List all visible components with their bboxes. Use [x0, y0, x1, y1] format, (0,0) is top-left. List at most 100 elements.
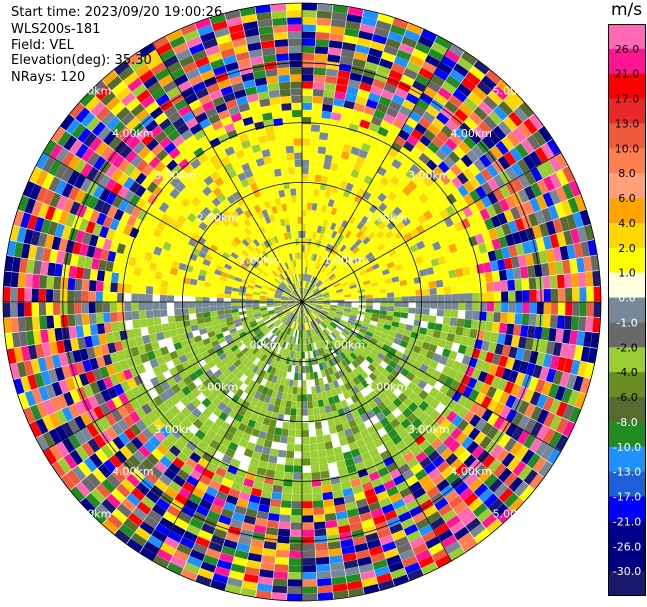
radar-gate	[227, 68, 241, 79]
radar-gate	[239, 221, 248, 231]
radar-gate	[310, 328, 315, 336]
radar-gate	[303, 316, 306, 324]
radar-gate	[255, 4, 271, 14]
radar-gate	[270, 284, 278, 290]
radar-gate	[327, 335, 334, 343]
radar-gate	[208, 181, 219, 192]
radar-gate	[291, 394, 298, 402]
radar-gate	[461, 512, 477, 527]
radar-gate	[325, 243, 331, 252]
radar-gate	[83, 457, 98, 473]
radar-gate	[368, 352, 377, 360]
radar-gate	[226, 320, 235, 327]
radar-gate	[253, 390, 262, 400]
radar-gate	[372, 405, 382, 416]
radar-gate	[342, 144, 353, 153]
radar-gate	[75, 325, 84, 338]
radar-gate	[240, 109, 252, 120]
radar-gate	[549, 172, 562, 189]
radar-gate	[366, 494, 379, 505]
radar-gate	[193, 261, 203, 269]
radar-gate	[209, 439, 221, 450]
radar-gate	[337, 344, 345, 352]
radar-gate	[530, 166, 543, 182]
radar-gate	[289, 372, 295, 380]
radar-gate	[227, 400, 237, 410]
radar-gate	[222, 330, 231, 337]
radar-gate	[257, 333, 265, 340]
radar-gate	[530, 421, 543, 437]
radar-gate	[294, 274, 298, 282]
radar-gate	[339, 531, 353, 541]
radar-gate	[585, 316, 594, 332]
radar-gate	[269, 506, 281, 515]
radar-gate	[386, 462, 398, 473]
radar-gate	[320, 226, 326, 235]
radar-gate	[62, 437, 76, 454]
radar-gate	[245, 270, 253, 277]
radar-gate	[48, 428, 62, 445]
radar-gate	[386, 486, 399, 497]
radar-gate	[344, 382, 352, 391]
radar-gate	[147, 535, 164, 549]
radar-gate	[510, 206, 521, 220]
radar-gate	[330, 349, 337, 358]
radar-gate	[360, 351, 369, 359]
radar-gate	[469, 176, 481, 190]
radar-gate	[143, 541, 160, 555]
radar-gate	[458, 302, 466, 311]
radar-gate	[312, 500, 324, 508]
radar-gate	[397, 402, 408, 413]
radar-gate	[82, 207, 94, 221]
radar-gate	[307, 336, 311, 344]
radar-gate	[302, 422, 309, 430]
radar-gate	[188, 423, 199, 435]
radar-gate	[492, 201, 504, 215]
radar-gate	[385, 364, 394, 374]
radar-gate	[302, 394, 308, 402]
radar-gate	[572, 211, 584, 228]
radar-gate	[325, 147, 335, 156]
radar-gate	[355, 461, 366, 471]
radar-gate	[220, 156, 231, 167]
radar-gate	[416, 240, 426, 250]
radar-gate	[291, 365, 296, 373]
radar-gate	[343, 291, 352, 296]
radar-gate	[311, 386, 317, 394]
radar-gate	[471, 283, 480, 293]
radar-gate	[314, 334, 320, 342]
radar-gate	[185, 68, 201, 80]
radar-gate	[407, 202, 418, 213]
radar-gate	[418, 152, 431, 165]
radar-gate	[201, 196, 212, 207]
radar-gate	[358, 305, 366, 309]
radar-gate	[213, 450, 225, 461]
radar-gate	[238, 344, 247, 352]
radar-gate	[103, 271, 113, 282]
radar-gate	[146, 224, 156, 236]
radar-gate	[419, 456, 432, 469]
radar-gate	[219, 552, 234, 564]
radar-gate	[196, 317, 205, 325]
radar-gate	[422, 288, 430, 296]
radar-gate	[305, 322, 308, 330]
radar-gate	[10, 317, 19, 333]
radar-gate	[342, 42, 357, 52]
radar-gate	[439, 263, 448, 273]
radar-gate	[245, 296, 253, 300]
radar-gate	[330, 332, 338, 339]
radar-gate	[542, 428, 556, 444]
radar-gate	[158, 178, 170, 190]
radar-gate	[251, 428, 261, 438]
radar-gate	[349, 522, 363, 532]
radar-gate	[63, 391, 75, 407]
radar-gate	[266, 238, 273, 247]
radar-gate	[527, 453, 541, 469]
radar-gate	[275, 329, 282, 337]
radar-gate	[390, 418, 401, 429]
radar-gate	[124, 311, 133, 321]
radar-gate	[449, 277, 458, 287]
radar-gate	[283, 232, 289, 241]
radar-gate	[222, 344, 231, 353]
radar-gate	[387, 392, 398, 403]
